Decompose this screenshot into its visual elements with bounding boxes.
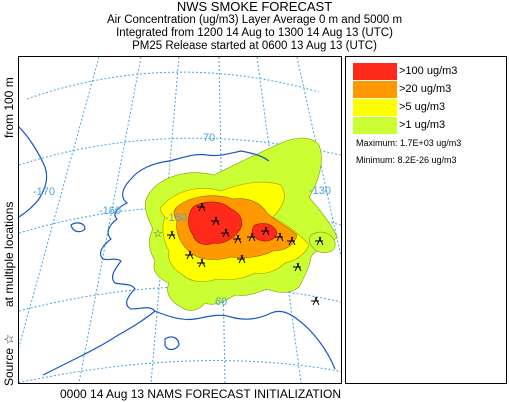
forecast-initialization-footer: 0000 14 Aug 13 NAMS FORECAST INITIALIZAT… xyxy=(60,387,341,401)
forecast-title: NWS SMOKE FORECAST xyxy=(176,0,333,14)
coastline xyxy=(19,126,336,376)
source-markers xyxy=(167,202,324,306)
meridian-line-160 xyxy=(150,57,180,383)
legend-item-gt100: >100 ug/m3 xyxy=(353,63,503,80)
source-star-outline: ☆ xyxy=(153,228,163,240)
source-star xyxy=(197,202,206,212)
lon-label-170: -170 xyxy=(33,186,55,198)
legend-swatch-gt1 xyxy=(353,117,397,134)
lat-label-60: 60 xyxy=(215,296,227,308)
source-side-label: Source ☆ at multiple locations from 100 … xyxy=(2,56,16,386)
subtitle-line-concentration: Air Concentration (ug/m3) Layer Average … xyxy=(106,14,403,26)
map-panel: ☆ -170 -160 -150 -130 70 60 xyxy=(18,56,342,384)
source-star xyxy=(247,232,256,242)
subtitle-line-release: PM25 Release started at 0600 13 Aug 13 (… xyxy=(132,40,377,52)
smoke-map: ☆ -170 -160 -150 -130 70 60 xyxy=(19,57,341,383)
locations-label: at multiple locations xyxy=(2,201,16,307)
latitude-line-55 xyxy=(19,360,341,383)
source-label: Source ☆ xyxy=(2,333,16,386)
latitude-line-60 xyxy=(19,286,341,312)
source-star xyxy=(275,232,284,242)
source-star xyxy=(167,230,176,240)
height-label: from 100 m xyxy=(2,77,16,138)
legend-panel: >100 ug/m3 >20 ug/m3 >5 ug/m3 >1 ug/m3 M… xyxy=(345,56,507,384)
smoke-plume xyxy=(145,137,338,311)
meridian-line-170 xyxy=(78,57,142,383)
source-star xyxy=(233,234,242,244)
maximum-value: Maximum: 1.7E+03 ug/m3 xyxy=(356,138,462,148)
legend-swatch-gt100 xyxy=(353,63,397,80)
legend-item-gt20: >20 ug/m3 xyxy=(353,81,503,98)
plume-gt100 xyxy=(188,201,243,245)
source-star xyxy=(261,226,270,236)
latitude-line-75 xyxy=(26,71,320,100)
plume-gt1-east-patch xyxy=(309,231,336,253)
legend-swatch-gt20 xyxy=(353,81,397,98)
minimum-value: Minimum: 8.2E-26 ug/m3 xyxy=(356,155,457,165)
alaska-north-coast xyxy=(130,150,270,180)
graticule-labels: -170 -160 -150 -130 70 60 xyxy=(33,132,331,308)
lat-label-70: 70 xyxy=(203,132,215,144)
kodiak-island xyxy=(164,336,180,351)
source-star xyxy=(311,296,320,306)
legend-label-gt20: >20 ug/m3 xyxy=(399,83,452,95)
alaska-south-coast xyxy=(154,310,336,370)
alaska-west-coast xyxy=(99,178,156,312)
source-star xyxy=(221,228,230,238)
lon-label-130: -130 xyxy=(309,185,331,197)
source-star xyxy=(237,254,246,264)
legend-label-gt1: >1 ug/m3 xyxy=(399,119,446,131)
chukotka-coast xyxy=(19,126,48,218)
lon-label-160: -160 xyxy=(99,205,121,217)
legend-label-gt100: >100 ug/m3 xyxy=(399,65,458,77)
lon-label-150: -150 xyxy=(165,212,187,224)
meridian-line-180 xyxy=(19,57,100,349)
source-star xyxy=(287,236,296,246)
legend-item-gt1: >1 ug/m3 xyxy=(353,117,503,134)
source-star xyxy=(211,216,220,226)
legend-swatch-gt5 xyxy=(353,99,397,116)
aleutian-peninsula xyxy=(42,310,156,376)
source-star xyxy=(197,258,206,268)
st-lawrence-island xyxy=(70,222,86,233)
legend-label-gt5: >5 ug/m3 xyxy=(399,101,446,113)
source-star xyxy=(185,250,194,260)
source-star xyxy=(315,236,324,246)
source-star xyxy=(293,262,302,272)
legend-item-gt5: >5 ug/m3 xyxy=(353,99,503,116)
subtitle-line-integration: Integrated from 1200 14 Aug to 1300 14 A… xyxy=(116,27,393,39)
